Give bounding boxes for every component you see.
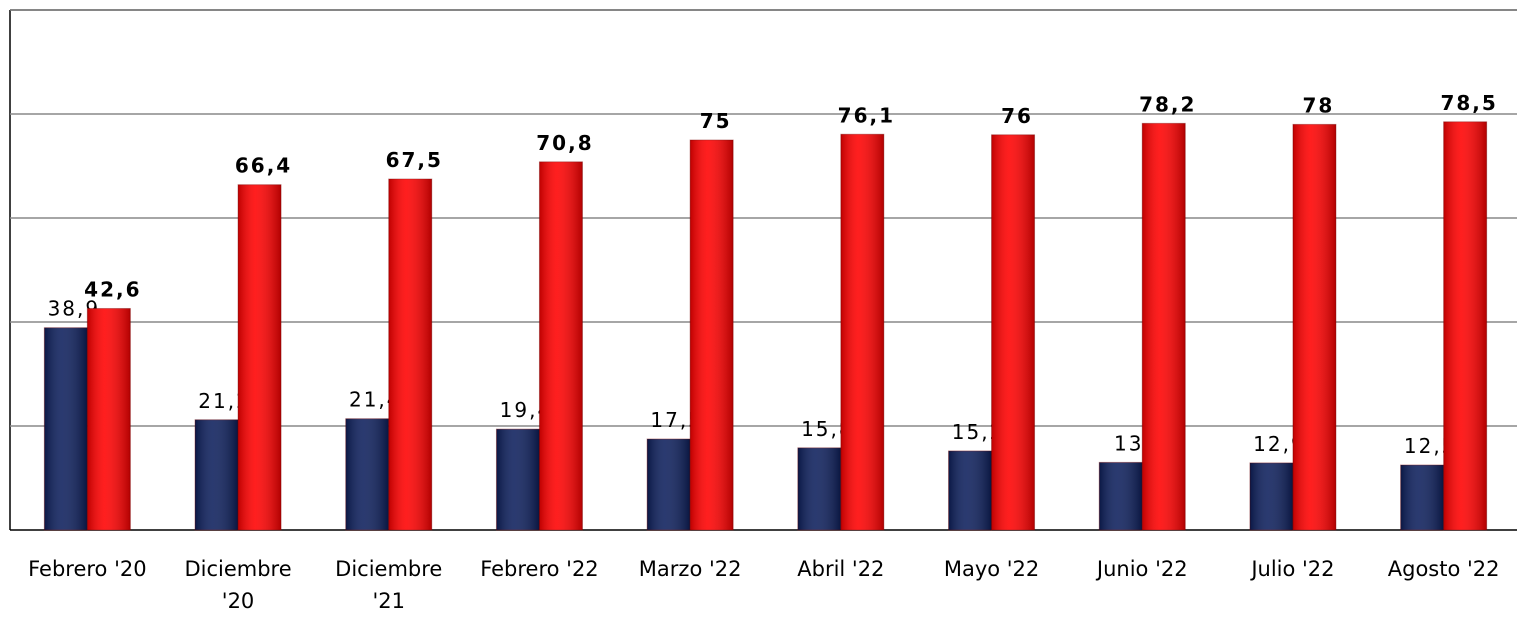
bar — [237, 184, 282, 531]
bar — [797, 447, 842, 531]
x-tick-label: Febrero '20 — [28, 557, 147, 581]
value-label: 70,8 — [536, 131, 593, 155]
bar — [1098, 461, 1143, 531]
bar — [538, 161, 583, 531]
bar — [43, 327, 88, 531]
bar — [194, 419, 239, 531]
value-label: 78,2 — [1139, 92, 1196, 116]
bar — [388, 178, 433, 531]
bar — [948, 450, 993, 531]
x-tick-label: Diciembre '21 — [335, 557, 443, 613]
value-label: 67,5 — [386, 148, 443, 172]
x-tick-label: Mayo '22 — [943, 557, 1040, 581]
value-label: 76,1 — [838, 103, 895, 127]
value-label: 78 — [1303, 93, 1335, 117]
bar — [1141, 122, 1186, 531]
bar — [345, 418, 390, 531]
x-tick-label: Febrero '22 — [480, 557, 599, 581]
x-tick-label: Agosto '22 — [1387, 557, 1500, 581]
value-label: 13 — [1114, 431, 1143, 455]
bar — [646, 438, 691, 531]
x-tick-label: Julio '22 — [1251, 557, 1335, 581]
bar — [86, 307, 131, 531]
value-label: 76 — [1001, 104, 1033, 128]
x-tick-label: Diciembre '20 — [184, 557, 292, 613]
bar — [1443, 121, 1488, 531]
bar — [1249, 462, 1294, 531]
value-label: 75 — [700, 109, 732, 133]
x-tick-label: Marzo '22 — [638, 557, 742, 581]
value-label: 66,4 — [235, 154, 292, 178]
x-tick-label: Abril '22 — [797, 557, 885, 581]
value-label: 78,5 — [1440, 91, 1497, 115]
bar — [840, 133, 885, 531]
bar — [495, 428, 540, 531]
value-label: 42,6 — [84, 277, 141, 301]
x-tick-label: Junio '22 — [1096, 557, 1188, 581]
bar — [991, 134, 1036, 531]
bar — [1400, 464, 1445, 531]
bar — [1292, 123, 1337, 531]
bar — [689, 139, 734, 531]
